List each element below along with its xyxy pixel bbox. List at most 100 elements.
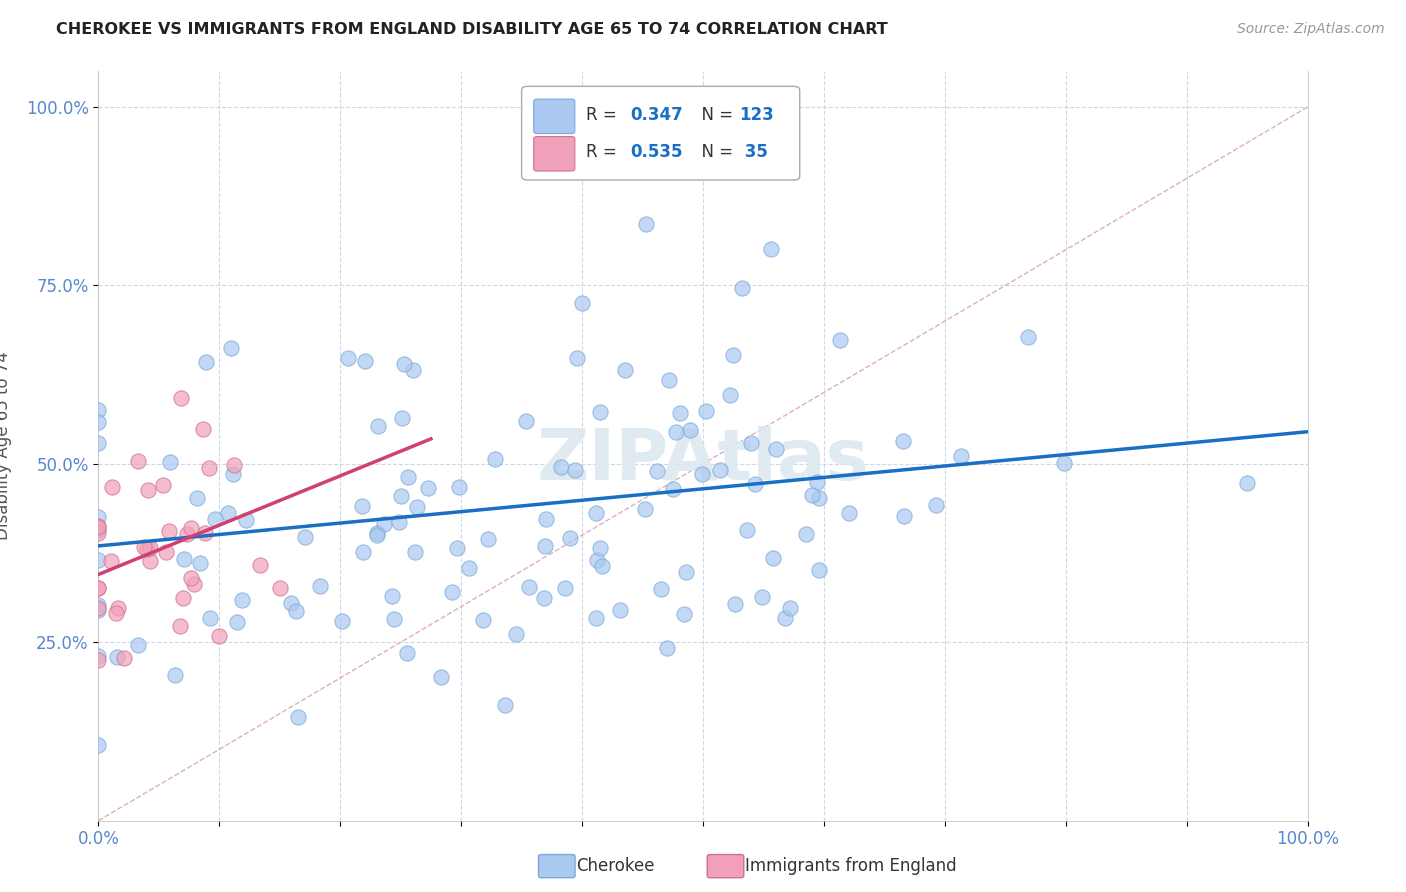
Point bbox=[558, 531, 581, 545]
Point bbox=[673, 607, 696, 621]
Point bbox=[87, 582, 110, 596]
Point bbox=[186, 491, 208, 505]
Point bbox=[828, 333, 851, 347]
Point bbox=[690, 467, 713, 482]
Point bbox=[381, 590, 404, 604]
Point bbox=[533, 591, 555, 605]
Point bbox=[139, 541, 162, 556]
Text: 123: 123 bbox=[740, 106, 775, 124]
Point bbox=[159, 455, 181, 469]
Point bbox=[658, 373, 681, 387]
Point bbox=[352, 545, 374, 559]
Point bbox=[112, 651, 135, 665]
Point bbox=[589, 541, 612, 555]
Point bbox=[402, 362, 425, 376]
Point bbox=[188, 556, 211, 570]
Point bbox=[773, 610, 796, 624]
Point bbox=[554, 581, 576, 595]
Point bbox=[235, 513, 257, 527]
Point bbox=[194, 354, 217, 368]
Point bbox=[101, 480, 124, 494]
Point bbox=[231, 592, 253, 607]
Point bbox=[838, 506, 860, 520]
Point bbox=[249, 558, 271, 573]
Text: ZIPAtlas: ZIPAtlas bbox=[537, 426, 869, 495]
Point bbox=[533, 539, 555, 553]
Point bbox=[724, 597, 747, 611]
Point bbox=[662, 482, 685, 496]
Point bbox=[765, 442, 787, 456]
Point bbox=[87, 509, 110, 524]
Point bbox=[586, 552, 609, 566]
Text: 0.347: 0.347 bbox=[630, 106, 683, 124]
Point bbox=[709, 463, 731, 477]
Point bbox=[87, 403, 110, 417]
Point bbox=[505, 627, 527, 641]
Point bbox=[138, 483, 160, 497]
Point bbox=[87, 581, 110, 595]
Point bbox=[634, 502, 657, 516]
Point bbox=[309, 579, 332, 593]
Point bbox=[891, 434, 914, 448]
Point bbox=[87, 603, 110, 617]
Point bbox=[472, 613, 495, 627]
Point bbox=[477, 533, 499, 547]
Point bbox=[352, 499, 374, 513]
Point bbox=[194, 526, 217, 541]
Point bbox=[159, 524, 181, 538]
Point bbox=[87, 523, 110, 537]
Point bbox=[517, 580, 540, 594]
Point bbox=[1236, 475, 1258, 490]
Point bbox=[794, 527, 817, 541]
Point bbox=[665, 425, 688, 439]
Point bbox=[494, 698, 516, 713]
Point bbox=[679, 423, 702, 437]
Point bbox=[740, 435, 762, 450]
Point bbox=[183, 576, 205, 591]
Point bbox=[367, 419, 389, 434]
Text: CHEROKEE VS IMMIGRANTS FROM ENGLAND DISABILITY AGE 65 TO 74 CORRELATION CHART: CHEROKEE VS IMMIGRANTS FROM ENGLAND DISA… bbox=[56, 22, 889, 37]
Point bbox=[87, 553, 110, 567]
Point bbox=[669, 406, 692, 420]
Point bbox=[808, 491, 831, 506]
Point bbox=[87, 599, 110, 613]
Point bbox=[87, 415, 110, 429]
Point bbox=[173, 551, 195, 566]
Point bbox=[191, 422, 214, 436]
Point bbox=[950, 449, 973, 463]
Point bbox=[675, 565, 697, 579]
Point bbox=[152, 478, 174, 492]
Point bbox=[744, 477, 766, 491]
Point bbox=[924, 499, 946, 513]
Point bbox=[180, 521, 202, 535]
Point bbox=[218, 506, 240, 520]
Point bbox=[287, 710, 309, 724]
Point bbox=[735, 523, 758, 537]
Point bbox=[269, 581, 291, 595]
Point bbox=[585, 507, 607, 521]
Point bbox=[731, 281, 754, 295]
Point bbox=[87, 649, 110, 664]
Point bbox=[391, 411, 413, 425]
Point bbox=[645, 464, 668, 478]
Text: R =: R = bbox=[586, 106, 621, 124]
Point bbox=[446, 541, 468, 555]
Point bbox=[806, 475, 828, 489]
Point bbox=[139, 554, 162, 568]
Point bbox=[718, 388, 741, 402]
Point bbox=[87, 738, 110, 752]
Point bbox=[87, 526, 110, 541]
Point bbox=[165, 667, 187, 681]
Point bbox=[893, 509, 915, 524]
Point bbox=[762, 551, 785, 566]
Point bbox=[285, 604, 308, 618]
Point bbox=[294, 530, 316, 544]
Point bbox=[132, 540, 155, 554]
Point bbox=[366, 528, 388, 542]
Text: N =: N = bbox=[690, 144, 738, 161]
Point bbox=[366, 525, 388, 540]
Point bbox=[1053, 457, 1076, 471]
Point bbox=[172, 591, 194, 605]
Point bbox=[406, 500, 429, 515]
Point bbox=[441, 584, 464, 599]
